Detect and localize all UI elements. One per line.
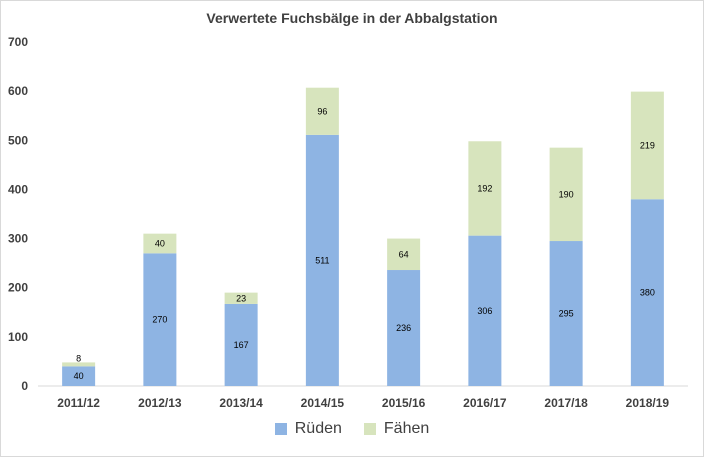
x-tick-label-5: 2016/17 bbox=[463, 396, 507, 410]
data-label-rueden-3: 511 bbox=[315, 255, 329, 265]
legend-item-rueden: Rüden bbox=[274, 420, 342, 438]
data-label-faehen-7: 219 bbox=[640, 140, 655, 150]
bar-faehen-3 bbox=[305, 87, 339, 135]
bar-faehen-2 bbox=[224, 292, 258, 304]
bar-rueden-3 bbox=[305, 134, 339, 386]
bars: 40 8 270 40 167 23 511 96 236 64 306 192 295 190 380 21… bbox=[62, 87, 664, 386]
data-label-rueden-0: 40 bbox=[74, 371, 84, 381]
data-label-rueden-2: 167 bbox=[234, 340, 249, 350]
y-tick-label-0: 0 bbox=[21, 379, 28, 393]
legend: Rüden Fähen bbox=[0, 420, 704, 438]
data-label-faehen-3: 96 bbox=[317, 106, 327, 116]
x-axis-categories: 2011/12 2012/13 2013/14 2014/15 2015/16 2016/… bbox=[57, 396, 669, 410]
data-label-rueden-5: 306 bbox=[477, 306, 492, 316]
data-label-faehen-2: 23 bbox=[236, 293, 246, 303]
x-tick-label-4: 2015/16 bbox=[382, 396, 426, 410]
bar-rueden-4 bbox=[387, 270, 421, 386]
data-label-rueden-4: 236 bbox=[396, 323, 411, 333]
bar-rueden-1 bbox=[143, 253, 177, 386]
y-tick-label-5: 500 bbox=[8, 133, 28, 147]
data-label-rueden-7: 380 bbox=[640, 288, 655, 298]
x-tick-label-3: 2014/15 bbox=[301, 396, 345, 410]
bar-faehen-6 bbox=[549, 147, 583, 242]
bar-faehen-5 bbox=[468, 141, 502, 236]
legend-label-faehen: Fähen bbox=[383, 420, 430, 437]
bar-faehen-0 bbox=[62, 362, 96, 367]
data-label-rueden-6: 295 bbox=[559, 309, 574, 319]
y-tick-label-4: 400 bbox=[8, 182, 28, 196]
data-label-faehen-4: 64 bbox=[399, 249, 409, 259]
x-tick-label-6: 2017/18 bbox=[544, 396, 588, 410]
legend-swatch-faehen bbox=[363, 423, 376, 435]
y-tick-label-1: 100 bbox=[8, 330, 28, 344]
bar-faehen-1 bbox=[143, 233, 177, 254]
y-axis-ticks: 0 100 200 300 400 500 600 700 bbox=[8, 35, 28, 393]
x-tick-label-2: 2013/14 bbox=[219, 396, 263, 410]
chart-title: Verwertete Fuchsbälge in der Abbalgstati… bbox=[206, 10, 498, 26]
data-label-faehen-1: 40 bbox=[155, 238, 165, 248]
bar-faehen-7 bbox=[630, 91, 664, 200]
data-label-rueden-1: 270 bbox=[152, 315, 167, 325]
bar-rueden-7 bbox=[630, 199, 664, 386]
legend-label-rueden: Rüden bbox=[294, 420, 342, 437]
bar-rueden-0 bbox=[62, 366, 96, 386]
data-label-faehen-0: 8 bbox=[76, 353, 81, 363]
legend-swatch-rueden bbox=[274, 423, 287, 435]
y-tick-label-3: 300 bbox=[8, 232, 28, 246]
bar-rueden-2 bbox=[224, 303, 258, 386]
legend-item-faehen: Fähen bbox=[363, 420, 430, 438]
data-label-faehen-6: 190 bbox=[559, 189, 574, 199]
y-tick-label-6: 600 bbox=[8, 84, 28, 98]
bar-rueden-6 bbox=[549, 241, 583, 386]
data-label-faehen-5: 192 bbox=[477, 183, 492, 193]
x-tick-label-1: 2012/13 bbox=[138, 396, 182, 410]
x-tick-label-0: 2011/12 bbox=[57, 396, 100, 410]
y-tick-label-7: 700 bbox=[8, 35, 28, 49]
y-tick-label-2: 200 bbox=[8, 281, 28, 295]
bar-faehen-4 bbox=[387, 238, 421, 271]
x-tick-label-7: 2018/19 bbox=[626, 396, 670, 410]
bar-rueden-5 bbox=[468, 235, 502, 386]
